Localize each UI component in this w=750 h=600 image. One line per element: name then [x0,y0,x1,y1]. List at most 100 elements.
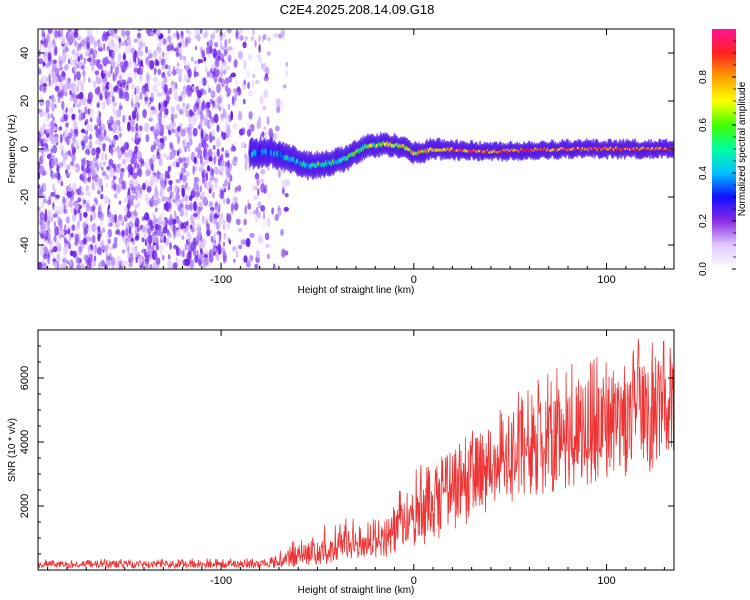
noise-blob [170,106,176,114]
noise-blob [52,258,57,263]
noise-blob [69,90,72,95]
noise-blob [139,60,143,67]
noise-blob [63,114,68,120]
noise-blob [277,207,282,217]
noise-blob [154,264,160,269]
noise-blob [243,79,246,86]
noise-blob [77,56,81,62]
noise-blob [205,248,208,256]
noise-blob [100,263,104,269]
noise-blob [162,51,165,58]
noise-blob [60,118,66,123]
noise-blob [134,145,139,154]
noise-blob [186,29,189,34]
noise-blob [164,180,167,186]
noise-blob [268,128,273,137]
noise-blob [78,232,82,239]
noise-blob [192,115,197,126]
noise-blob [107,230,112,237]
noise-blob [178,68,183,79]
noise-blob [182,228,186,235]
noise-blob [96,29,99,35]
noise-blob [108,166,114,173]
noise-blob [159,249,163,256]
noise-blob [108,83,113,89]
noise-blob [160,172,165,181]
noise-blob [91,65,95,72]
noise-blob [263,126,267,131]
noise-blob [172,69,177,76]
noise-blob [199,102,202,111]
noise-blob [59,230,65,235]
noise-blob [41,214,46,219]
noise-blob [190,241,196,251]
noise-blob [85,134,89,144]
noise-blob [208,45,213,54]
noise-blob [230,209,234,215]
noise-blob [267,37,271,42]
noise-blob [85,51,90,57]
noise-blob [137,168,143,178]
noise-blob [92,261,96,269]
noise-blob [128,115,132,121]
noise-blob [105,69,108,77]
noise-blob [125,222,131,229]
noise-blob [209,131,212,142]
noise-blob [164,108,169,115]
noise-blob [128,37,131,48]
noise-blob [38,171,41,180]
noise-blob [114,66,119,77]
noise-blob [72,182,77,190]
noise-blob [175,178,181,184]
noise-blob [254,263,259,269]
noise-blob [152,125,156,135]
noise-blob [125,46,130,54]
snr-frame [37,329,675,571]
noise-blob [160,182,166,188]
noise-blob [83,57,86,64]
noise-blob [122,29,126,38]
noise-blob [222,251,227,261]
noise-blob [92,49,97,59]
noise-blob [73,64,77,73]
noise-blob [233,156,238,162]
noise-blob [184,145,188,153]
noise-blob [66,82,72,90]
noise-blob [123,215,127,222]
noise-blob [100,221,104,226]
noise-blob [189,259,195,269]
noise-blob [141,248,147,254]
noise-blob [111,96,115,103]
noise-blob [172,219,177,225]
noise-blob [54,29,58,39]
noise-blob [206,158,210,166]
noise-blob [172,262,178,269]
noise-blob [172,32,176,39]
noise-blob [202,32,208,39]
noise-blob [208,156,213,162]
noise-blob [174,82,178,90]
noise-blob [212,151,217,156]
noise-blob [139,73,143,82]
noise-blob [60,133,63,144]
noise-blob [57,96,61,104]
noise-blob [162,153,167,158]
noise-blob [225,173,228,181]
noise-blob [130,194,136,201]
noise-blob [240,141,245,149]
noise-blob [182,138,188,145]
noise-blob [44,51,48,57]
noise-blob [157,68,162,76]
noise-blob [101,184,104,193]
noise-blob [238,244,243,250]
noise-blob [261,205,266,213]
noise-blob [219,189,225,200]
noise-blob [186,103,190,109]
noise-blob [71,146,77,155]
noise-blob [39,45,42,51]
noise-blob [272,263,276,269]
noise-blob [126,210,132,218]
noise-blob [61,100,65,111]
noise-blob [220,100,224,109]
noise-blob [244,205,247,215]
